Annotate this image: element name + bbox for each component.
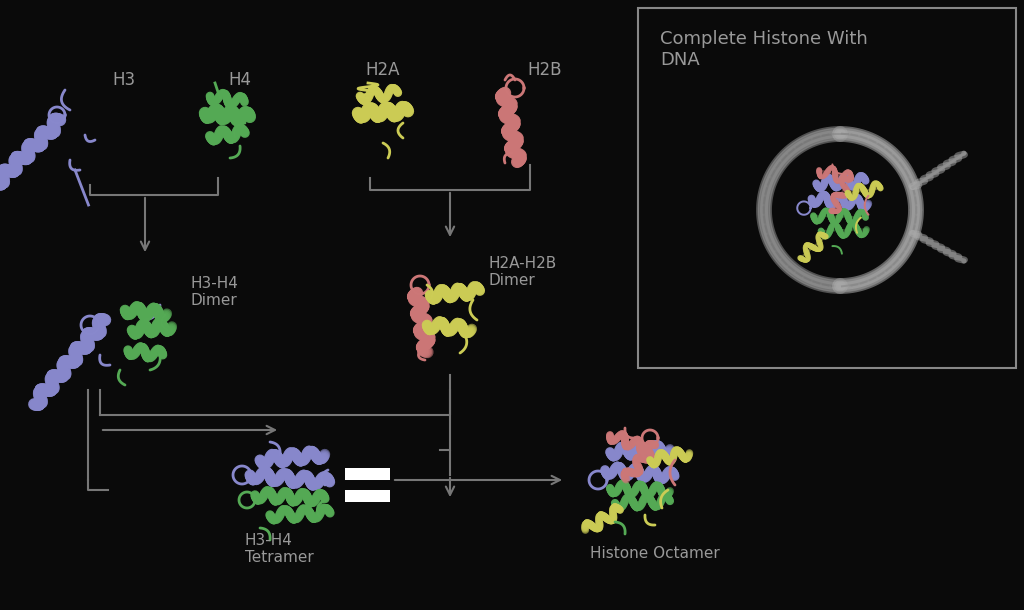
Text: H2A: H2A: [365, 61, 399, 79]
Text: Complete Histone With
DNA: Complete Histone With DNA: [660, 30, 867, 69]
Text: H2B: H2B: [527, 61, 561, 79]
Text: Histone Octamer: Histone Octamer: [590, 546, 720, 561]
Text: H2A-H2B
Dimer: H2A-H2B Dimer: [488, 256, 556, 288]
Bar: [345, 468, 390, 480]
Text: H3-H4
Dimer: H3-H4 Dimer: [190, 276, 238, 308]
Bar: [638, 8, 1016, 368]
Text: H3-H4
Tetramer: H3-H4 Tetramer: [245, 533, 313, 565]
Text: H4: H4: [228, 71, 251, 89]
Bar: [345, 490, 390, 502]
Text: H3: H3: [112, 71, 135, 89]
